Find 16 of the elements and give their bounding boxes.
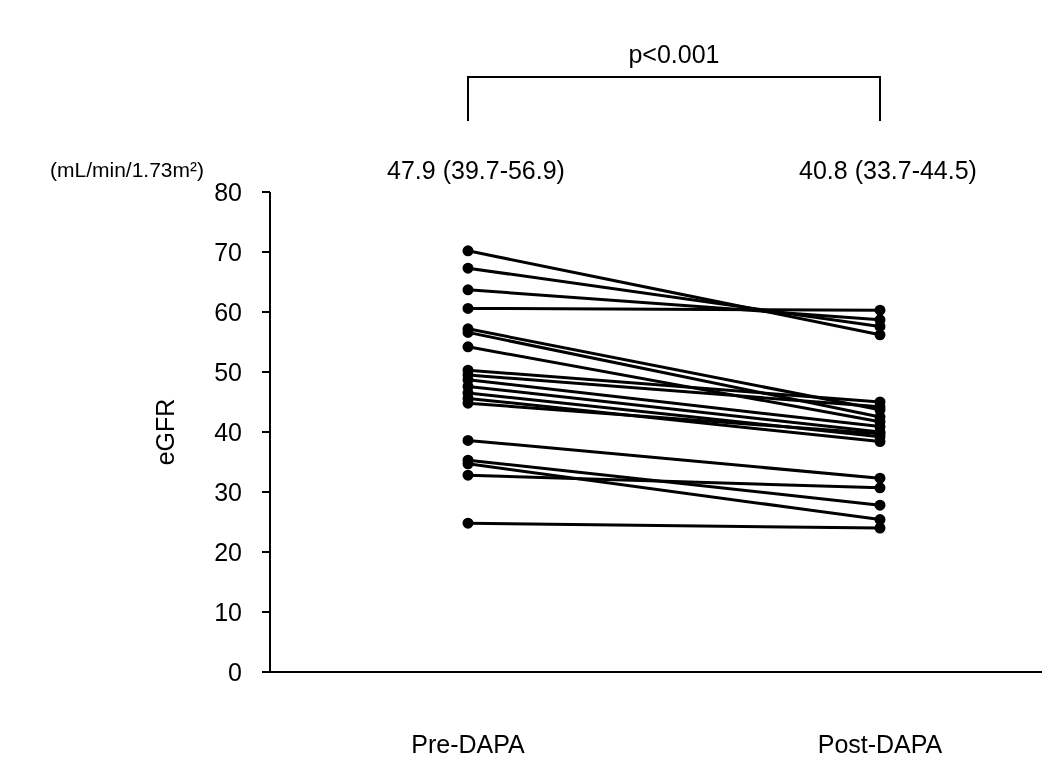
y-tick-label: 80	[214, 177, 242, 206]
y-tick-label: 30	[214, 477, 242, 506]
y-tick-label: 70	[214, 237, 242, 266]
text: 47.9 (39.7-56.9)	[387, 156, 565, 185]
text: (mL/min/1.73m²)	[50, 158, 205, 182]
y-tick-label: 60	[214, 297, 242, 326]
y-axis-title: eGFR	[150, 398, 180, 466]
x-tick-label: Post-DAPA	[817, 729, 943, 758]
y-tick-label: 50	[214, 357, 242, 386]
y-tick-label: 40	[214, 417, 242, 446]
text: p<0.001	[628, 40, 720, 69]
text: 40.8 (33.7-44.5)	[799, 156, 977, 185]
y-tick-label: 0	[228, 657, 242, 686]
y-tick-label: 10	[214, 597, 242, 626]
x-tick-label: Pre-DAPA	[411, 729, 526, 758]
y-tick-label: 20	[214, 537, 242, 566]
